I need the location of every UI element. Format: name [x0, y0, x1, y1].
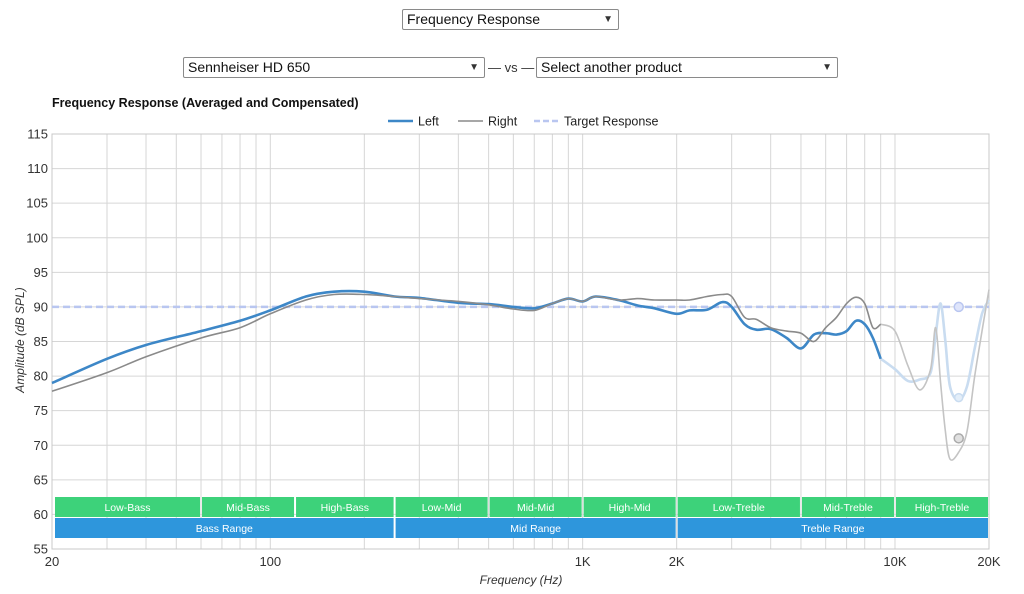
- legend-label: Target Response: [564, 115, 659, 129]
- product-select-value: Sennheiser HD 650: [188, 59, 311, 75]
- freq-band-label: Low-Bass: [104, 502, 150, 514]
- freq-band-low-mid: [395, 497, 488, 517]
- grid-lines: [51, 133, 990, 550]
- frequency-bands: Low-Bass Mid-Bass High-Bass Low-Mid Mid-Mid H…: [55, 497, 988, 538]
- compare-product-select[interactable]: Select another product ▼: [536, 57, 838, 78]
- range-band-treble-range: [677, 518, 988, 538]
- y-tick-label: 75: [34, 403, 48, 418]
- x-tick-label: 20K: [977, 554, 1000, 569]
- product-select[interactable]: Sennheiser HD 650 ▼: [183, 57, 485, 78]
- chevron-down-icon: ▼: [822, 62, 832, 73]
- x-tick-label: 1K: [575, 554, 591, 569]
- y-axis-ticks: 115 110 105 100 95 90 85 80 75 70 65 60 55: [26, 127, 48, 557]
- y-axis-title: Amplitude (dB SPL): [13, 287, 27, 393]
- measurement-select-value: Frequency Response: [407, 11, 541, 27]
- range-band-label: Mid Range: [510, 523, 561, 535]
- series-lines: [51, 289, 991, 461]
- x-tick-label: 20: [45, 554, 59, 569]
- chevron-down-icon: ▼: [603, 14, 613, 25]
- freq-band-label: High-Mid: [609, 502, 651, 514]
- y-tick-label: 70: [34, 438, 48, 453]
- series-line-left: [51, 289, 882, 385]
- freq-band-low-bass: [55, 497, 201, 517]
- y-tick-label: 80: [34, 369, 48, 384]
- y-tick-label: 105: [26, 196, 48, 211]
- right-marker: [953, 433, 964, 444]
- freq-band-label: Mid-Mid: [517, 502, 554, 514]
- freq-band-high-bass: [296, 497, 394, 517]
- freq-band-label: High-Bass: [321, 502, 369, 514]
- freq-band-mid-treble: [801, 497, 894, 517]
- legend-label: Right: [488, 115, 518, 129]
- series-line-right-faded: [880, 289, 990, 461]
- y-tick-label: 65: [34, 472, 48, 487]
- freq-band-high-mid: [583, 497, 676, 517]
- range-band-mid-range: [395, 518, 676, 538]
- freq-band-label: High-Treble: [915, 502, 970, 514]
- y-tick-label: 55: [34, 542, 48, 557]
- freq-band-label: Low-Treble: [713, 502, 765, 514]
- freq-band-mid-mid: [489, 497, 582, 517]
- range-band-bass-range: [55, 518, 394, 538]
- x-tick-label: 100: [259, 554, 281, 569]
- x-axis-ticks: 20 100 1K 2K 10K 20K: [45, 554, 1001, 569]
- chevron-down-icon: ▼: [469, 62, 479, 73]
- y-tick-label: 85: [34, 334, 48, 349]
- freq-band-mid-bass: [202, 497, 295, 517]
- freq-band-high-treble: [895, 497, 988, 517]
- x-tick-label: 2K: [669, 554, 685, 569]
- vs-separator: — vs —: [488, 60, 535, 75]
- range-band-label: Bass Range: [196, 523, 253, 535]
- y-tick-label: 95: [34, 265, 48, 280]
- range-band-label: Treble Range: [801, 523, 864, 535]
- y-tick-label: 110: [27, 161, 48, 176]
- x-axis-title: Frequency (Hz): [480, 573, 563, 587]
- chart-title: Frequency Response (Averaged and Compens…: [52, 96, 359, 110]
- left-marker: [953, 392, 964, 403]
- compare-select-value: Select another product: [541, 59, 682, 75]
- legend-label: Left: [418, 115, 439, 129]
- legend: Left Right Target Response: [388, 115, 659, 129]
- y-tick-label: 60: [34, 507, 48, 522]
- series-line-right: [51, 293, 882, 393]
- freq-band-low-treble: [677, 497, 800, 517]
- y-tick-label: 90: [34, 299, 48, 314]
- freq-band-label: Low-Mid: [422, 502, 462, 514]
- y-tick-label: 100: [26, 230, 48, 245]
- target-marker: [953, 301, 964, 313]
- plot-border: [51, 133, 990, 550]
- y-tick-label: 115: [27, 127, 48, 142]
- freq-band-label: Mid-Bass: [226, 502, 270, 514]
- freq-band-label: Mid-Treble: [823, 502, 873, 514]
- series-line-left-faded: [879, 299, 991, 402]
- measurement-select[interactable]: Frequency Response ▼: [402, 9, 619, 30]
- x-tick-label: 10K: [883, 554, 906, 569]
